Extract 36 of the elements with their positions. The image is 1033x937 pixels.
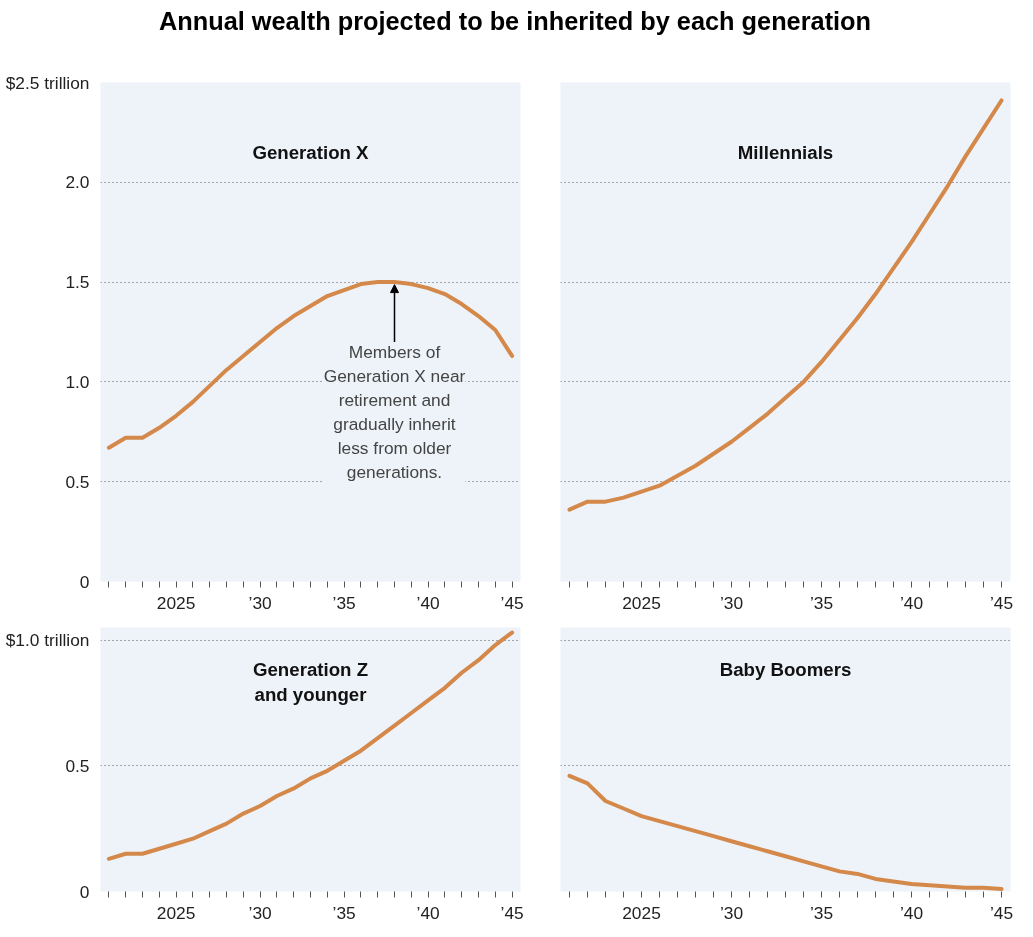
x-tick-label: ’40 bbox=[416, 592, 440, 613]
x-tick-label: 2025 bbox=[622, 902, 661, 923]
text: Millennials bbox=[737, 142, 834, 164]
y-tick-label: 0.5 bbox=[65, 471, 90, 492]
y-tick-label: 0 bbox=[79, 571, 90, 592]
x-tick-label: 2025 bbox=[156, 592, 196, 613]
x-tick-label: 2025 bbox=[622, 592, 661, 613]
series-label: Generation Z and younger bbox=[252, 659, 369, 706]
x-tick-label: ’45 bbox=[500, 902, 524, 923]
y-tick-label: 0.5 bbox=[65, 755, 90, 776]
x-tick-label: ’30 bbox=[248, 902, 272, 923]
line-series bbox=[106, 630, 515, 861]
x-tick-label: ’40 bbox=[899, 592, 924, 613]
x-tick-label: ’35 bbox=[809, 902, 834, 923]
x-tick-label: ’30 bbox=[719, 902, 744, 923]
x-tick-label: ’30 bbox=[719, 592, 744, 613]
x-tick-label: ’45 bbox=[989, 592, 1014, 613]
y-tick-label: $2.5 trillion bbox=[5, 72, 90, 93]
chart-title: Annual wealth projected to be inherited by each generation bbox=[157, 6, 873, 37]
x-tick-label: ’45 bbox=[989, 902, 1014, 923]
x-tick-label: ’30 bbox=[248, 592, 272, 613]
x-tick-label: ’40 bbox=[899, 902, 924, 923]
annotation: Members of Generation X near retirement and gradually inherit less from older generations. bbox=[323, 341, 466, 482]
x-tick-label: ’35 bbox=[332, 592, 356, 613]
x-tick-label: ’35 bbox=[332, 902, 356, 923]
text: Generation X bbox=[252, 142, 370, 164]
x-tick-label: ’40 bbox=[416, 902, 440, 923]
y-tick-label: 0 bbox=[79, 881, 90, 902]
y-tick-label: 2.0 bbox=[65, 172, 90, 193]
y-tick-label: 1.5 bbox=[65, 272, 90, 293]
y-tick-label: 1.0 bbox=[65, 371, 90, 392]
x-tick-label: ’45 bbox=[500, 592, 524, 613]
x-tick-label: ’35 bbox=[809, 592, 834, 613]
x-tick-label: 2025 bbox=[156, 902, 196, 923]
y-tick-label: $1.0 trillion bbox=[5, 630, 90, 651]
text: Baby Boomers bbox=[719, 659, 852, 681]
